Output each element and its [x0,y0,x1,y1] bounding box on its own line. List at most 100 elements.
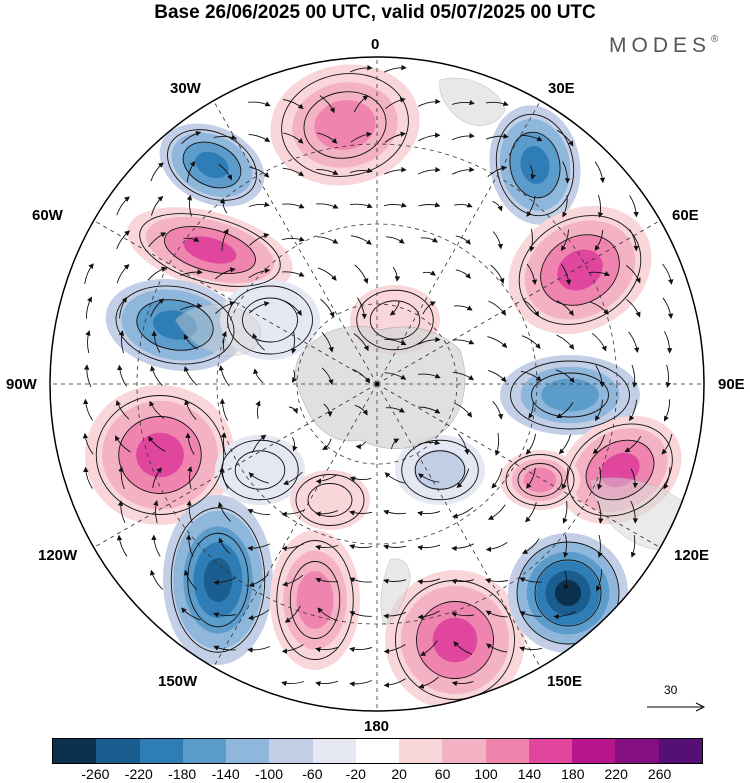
wind-vector-arrow [665,364,671,388]
wind-vector-arrow [248,133,271,143]
wind-vector-arrow [485,578,509,584]
registered-mark: ® [711,34,719,45]
colorbar-tick-label: 60 [434,766,451,782]
wind-vector-arrow [487,504,506,520]
wind-vector-arrow [353,333,369,352]
map-border [49,56,705,712]
wind-vector-arrow [453,641,473,655]
wind-vector-arrow [183,236,200,242]
wind-vector-arrow [487,336,508,349]
lon-label-60e: 60E [672,207,699,224]
meridian-line [213,383,378,668]
wind-vector-arrow [213,612,237,618]
wind-vector-arrow [628,331,640,353]
wind-vector-arrow [628,399,637,422]
wind-vector-arrow [322,438,332,450]
wind-vector-arrow [85,330,91,354]
wind-vector-arrow [525,502,537,523]
wind-vector-arrow [420,237,438,243]
wind-vector-arrow [521,335,541,349]
wind-vector-arrow [597,466,603,490]
wind-vector-arrow [247,509,270,515]
streamline-contour [289,561,341,639]
colorbar-tick-label: -20 [345,766,366,782]
colorbar-cell [615,739,659,763]
streamline-contour [281,73,409,177]
wind-vector-arrow [352,368,371,384]
wind-vector-arrow [383,64,407,73]
contour-lines [95,73,673,700]
wind-vector-arrow [147,266,167,281]
wind-vector-arrow [526,263,538,286]
wind-vector-arrow [185,432,195,455]
wind-vector-arrow [662,297,674,320]
anomaly-shade [152,310,198,340]
wind-vector-arrow [349,476,372,482]
wind-vector-arrow [384,472,405,484]
wind-vector-arrow [591,332,607,352]
wind-vector-arrow [255,400,261,419]
lon-label-30w: 30W [170,80,201,97]
wind-vector-arrow [281,509,304,518]
wind-vector-arrow [529,164,536,180]
colorbar-cell [226,739,270,763]
colorbar-cell [139,739,183,763]
polar-stereographic-map [49,56,705,712]
wind-vector-arrow [180,302,203,311]
wind-vector-arrow [215,301,236,314]
meridian-line [376,383,541,668]
wind-vector-arrow [560,229,570,252]
wind-vector-arrow [417,98,441,107]
wind-vector-arrow [282,98,304,110]
wind-vector-arrow [451,99,475,106]
colorbar-cell [182,739,227,763]
streamline-contour [295,474,365,526]
wind-vector-arrow [631,364,638,388]
wind-vector-arrow [451,680,474,687]
wind-vector-arrow [219,197,228,214]
colorbar-cell [485,739,529,763]
wind-vector-arrow [630,535,636,558]
wind-vector-arrow [383,509,406,515]
streamline-contour [115,285,235,365]
wind-vector-arrow [315,544,339,551]
wind-vector-arrow [150,195,164,216]
wind-vector-arrow [392,266,401,282]
wind-vector-arrow [597,534,603,558]
streamline-contour [540,234,620,306]
streamline-contour [416,601,494,679]
anomaly-shade [432,617,478,663]
anomaly-shade [215,435,305,505]
wind-vector-arrow [454,402,473,418]
anomaly-shade [203,557,233,603]
wind-vector-arrow [561,467,569,490]
wind-vector-arrow [451,133,475,141]
colorbar-tick-label: 220 [604,766,628,782]
wind-vector-arrow [84,263,94,285]
streamline-contour [170,507,266,653]
land-masks [174,77,701,626]
wind-vector-arrow [594,161,606,184]
wind-vector-arrow [664,331,673,354]
wind-vector-arrow [281,644,304,654]
wind-vector-arrow [492,231,504,250]
wind-vector-arrow [452,339,475,345]
wind-vector-arrow [597,194,604,218]
colorbar-tick-label: -260 [81,766,110,782]
wind-vector-arrow [281,236,305,242]
wind-vector-arrow [383,611,407,619]
wind-vector-arrow [455,269,471,279]
wind-vector-arrow [148,435,166,452]
colorbar [52,738,703,764]
streamline-contour [182,141,242,189]
streamline-contour [531,372,609,418]
brand-text: MODES [609,34,712,57]
wind-vector-arrow [384,338,407,346]
wind-vector-arrow [357,297,367,320]
anomaly-shade [413,449,467,491]
wind-vector-arrow [553,611,576,620]
wind-vector-arrow [383,578,407,584]
wind-vector-arrow [292,437,298,452]
colorbar-cell [53,739,97,763]
wind-vector-arrow [556,129,574,147]
